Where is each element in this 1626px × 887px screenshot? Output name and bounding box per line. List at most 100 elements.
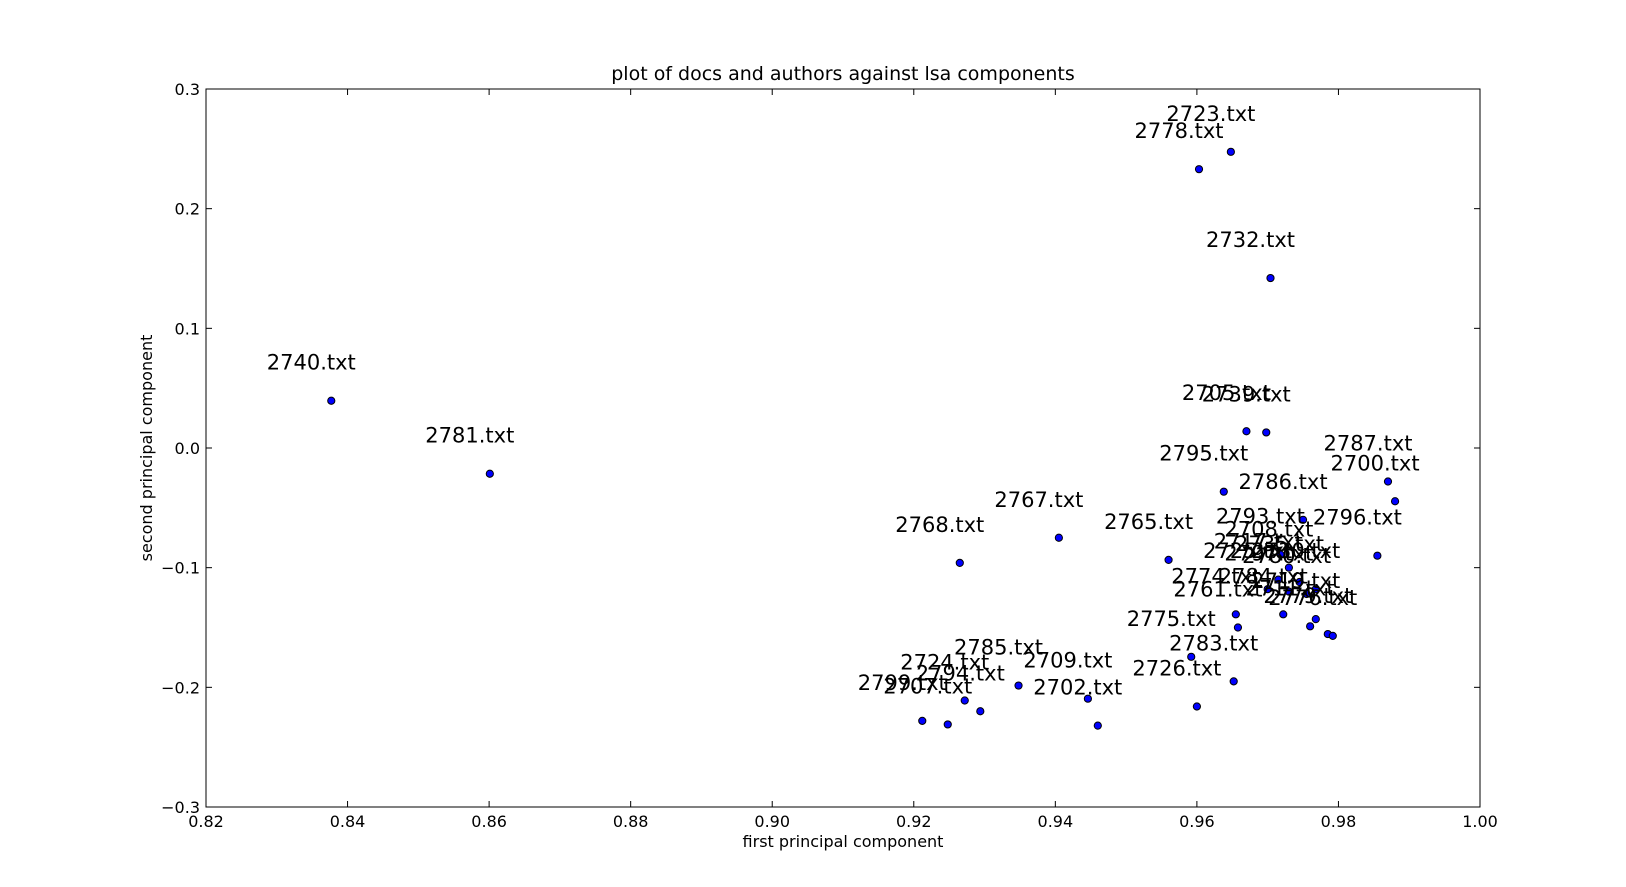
data-point <box>943 720 952 729</box>
data-point <box>976 707 985 716</box>
point-label: 2783.txt <box>1169 631 1258 655</box>
data-point <box>1233 623 1243 632</box>
point-label: 2730.txt <box>1251 539 1340 563</box>
point-label: 2711.txt <box>1246 576 1335 600</box>
data-point <box>1226 147 1235 156</box>
point-label: 2785.txt <box>954 636 1043 660</box>
point-label: 2717.txt <box>1214 530 1303 554</box>
point-label: 2700.txt <box>1331 451 1420 475</box>
data-point <box>1284 563 1294 572</box>
point-label: 2786.txt <box>1239 470 1328 494</box>
y-tick-label: 0.2 <box>175 200 200 219</box>
point-label: 2702.txt <box>1033 676 1122 700</box>
point-label: 2799.txt <box>858 671 947 695</box>
point-label: 2767.txt <box>994 488 1083 512</box>
data-point <box>1093 721 1102 730</box>
point-label: 2784.txt <box>1219 564 1308 588</box>
data-point <box>1219 487 1228 496</box>
point-label: 2796.txt <box>1313 506 1402 530</box>
point-label: 2794.txt <box>916 661 1005 685</box>
data-point <box>1164 555 1173 564</box>
data-point <box>1266 273 1275 283</box>
point-label: 2780.txt <box>1242 544 1331 568</box>
axis-ticks: 0.82 0.84 0.86 0.88 0.90 0.92 0.94 0.96 0.98 1.00… <box>161 80 1498 831</box>
x-tick-label: 0.92 <box>896 812 932 831</box>
data-point <box>1373 551 1382 560</box>
point-label: 2735.txt <box>1235 532 1324 556</box>
chart-title: plot of docs and authors against lsa com… <box>611 63 1075 85</box>
y-tick-label: 0.0 <box>175 439 200 458</box>
point-label: 2779.txt <box>1263 584 1352 608</box>
data-point <box>955 558 964 567</box>
data-point <box>960 696 969 705</box>
data-point <box>1242 427 1251 436</box>
point-label: 2793.txt <box>1216 505 1305 529</box>
point-label: 2719.txt <box>1251 569 1340 593</box>
point-label: 2723.txt <box>1166 102 1255 126</box>
plot-frame <box>205 88 1481 808</box>
data-points <box>327 147 1400 730</box>
point-label: 2781.txt <box>425 424 514 448</box>
data-point <box>1014 681 1023 690</box>
data-point <box>1231 610 1240 619</box>
x-tick-label: 0.98 <box>1321 812 1357 831</box>
data-point <box>1302 589 1311 599</box>
point-label: 2725.txt <box>1203 539 1292 563</box>
data-point <box>1187 652 1196 661</box>
data-point <box>1390 497 1400 506</box>
point-label: 2797.txt <box>1224 542 1313 566</box>
data-point <box>1311 615 1320 624</box>
y-tick-label: −0.2 <box>161 678 200 697</box>
data-point <box>485 469 494 478</box>
data-point <box>1263 585 1272 594</box>
x-axis-label: first principal component <box>743 832 944 851</box>
point-label: 2739.txt <box>1202 382 1291 406</box>
data-point <box>918 716 927 725</box>
data-point <box>1262 428 1271 437</box>
data-point <box>1311 585 1320 594</box>
data-point <box>327 396 336 405</box>
point-label: 2726.txt <box>1132 656 1221 680</box>
x-tick-label: 0.96 <box>1179 812 1215 831</box>
point-label: 2765.txt <box>1104 510 1193 534</box>
x-tick-label: 0.82 <box>188 812 224 831</box>
data-point <box>1054 533 1063 542</box>
data-point <box>1274 575 1283 584</box>
x-tick-label: 0.86 <box>471 812 507 831</box>
x-tick-label: 1.00 <box>1462 812 1498 831</box>
data-point <box>1279 610 1288 619</box>
point-label: 2724.txt <box>900 650 989 674</box>
point-label: 2705.txt <box>1182 381 1271 405</box>
point-label: 2708.txt <box>1224 518 1313 542</box>
y-tick-label: 0.1 <box>175 319 200 338</box>
point-label: 2768.txt <box>895 513 984 537</box>
data-point <box>1284 587 1294 596</box>
data-point <box>1383 477 1393 486</box>
point-label: 2776.txt <box>1268 586 1357 610</box>
point-label: 2774.txt <box>1171 564 1260 588</box>
y-tick-label: −0.1 <box>161 559 200 578</box>
point-label: 2707.txt <box>883 674 972 698</box>
point-label: 2775.txt <box>1127 607 1216 631</box>
data-point <box>1298 515 1308 524</box>
data-point <box>1083 694 1092 703</box>
point-label: 2740.txt <box>267 351 356 375</box>
point-label: 2732.txt <box>1206 228 1295 252</box>
x-tick-label: 0.94 <box>1038 812 1074 831</box>
data-point <box>1328 631 1337 640</box>
point-label: 2787.txt <box>1323 432 1412 456</box>
data-point <box>1194 165 1204 174</box>
y-tick-label: −0.3 <box>161 798 200 817</box>
x-tick-label: 0.84 <box>330 812 366 831</box>
y-tick-label: 0.3 <box>175 80 200 99</box>
point-label: 2709.txt <box>1023 649 1112 673</box>
point-label: 2795.txt <box>1159 442 1248 466</box>
y-axis-label: second principal component <box>137 335 156 562</box>
data-point <box>1306 622 1315 631</box>
point-label: 2778.txt <box>1135 119 1224 143</box>
data-point <box>1192 702 1201 711</box>
data-point <box>1276 550 1285 559</box>
